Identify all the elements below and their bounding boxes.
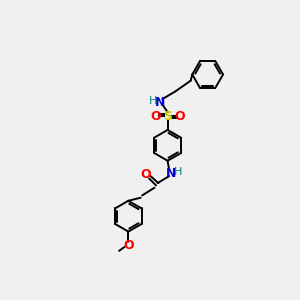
Text: S: S — [163, 110, 172, 123]
Text: N: N — [155, 96, 165, 109]
Text: O: O — [175, 110, 185, 123]
Text: O: O — [123, 239, 134, 252]
Text: O: O — [140, 168, 151, 181]
Text: N: N — [166, 167, 177, 180]
Text: O: O — [150, 110, 160, 123]
Text: H: H — [174, 167, 183, 176]
Text: H: H — [149, 96, 157, 106]
